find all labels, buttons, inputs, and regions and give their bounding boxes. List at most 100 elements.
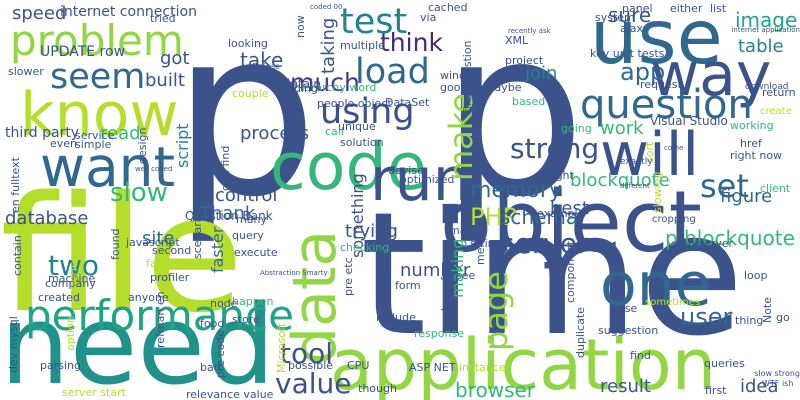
cloud-word: cached: [428, 1, 468, 14]
cloud-word: web server: [672, 237, 734, 250]
cloud-word: see: [456, 269, 476, 282]
cloud-word: CPU: [347, 359, 370, 372]
cloud-word: Abstraction Smarty: [260, 269, 328, 277]
cloud-word: tool: [280, 337, 334, 370]
cloud-word: parsing: [40, 359, 81, 372]
cloud-word: speed: [12, 3, 67, 24]
cloud-word: p: [172, 0, 318, 248]
cloud-word: queries: [704, 357, 745, 370]
cloud-word: performance: [25, 291, 294, 340]
cloud-word: different: [620, 182, 650, 190]
cloud-word: UPDATE row: [40, 44, 126, 60]
cloud-word: find: [630, 349, 651, 362]
cloud-word: href: [740, 137, 762, 150]
cloud-word: number: [400, 260, 471, 281]
cloud-word: question: [580, 82, 753, 128]
cloud-word: test: [340, 2, 408, 42]
cloud-word: page: [477, 271, 515, 351]
cloud-word: contain: [11, 235, 24, 276]
cloud-word: duplicate: [574, 307, 587, 358]
cloud-word: slowing: [651, 171, 664, 213]
cloud-word: download: [745, 82, 789, 92]
cloud-word: coded 00: [310, 3, 343, 11]
cloud-word: going: [561, 122, 592, 135]
cloud-word: query: [232, 229, 264, 242]
cloud-word: faster: [208, 226, 227, 273]
cloud-word: come: [664, 144, 684, 152]
cloud-word: even: [50, 137, 78, 150]
cloud-word: anyone: [128, 291, 169, 304]
cloud-word: now: [294, 15, 307, 38]
cloud-word: store: [232, 313, 260, 326]
cloud-word: hierarchy word: [294, 81, 377, 94]
cloud-word: site: [142, 228, 175, 249]
cloud-word: machine: [48, 272, 96, 285]
cloud-word: database: [5, 208, 89, 229]
cloud-word: time: [360, 176, 745, 374]
cloud-word: optimized: [400, 173, 455, 186]
cloud-word: schema: [500, 205, 579, 229]
cloud-word: third party: [5, 125, 80, 141]
cloud-word: either: [670, 2, 703, 15]
cloud-word: via: [420, 11, 437, 24]
cloud-word: application: [330, 324, 717, 400]
cloud-word: best: [550, 198, 589, 219]
cloud-word: panel: [622, 2, 653, 15]
cloud-word: request: [640, 78, 682, 91]
cloud-word: exactly: [620, 157, 653, 167]
cloud-word: list: [710, 2, 727, 15]
cloud-word: object: [440, 173, 702, 272]
cloud-word: value: [275, 367, 352, 400]
cloud-word: way: [650, 40, 772, 110]
cloud-word: profiler: [150, 271, 190, 284]
cloud-word: en fulltext: [9, 157, 22, 213]
cloud-word: maintain: [268, 77, 321, 91]
cloud-word: want: [40, 135, 176, 199]
cloud-word: gnu find: [219, 145, 232, 191]
cloud-word: Thank: [200, 203, 256, 224]
cloud-word: right now: [730, 149, 783, 162]
cloud-word: slow strong: [754, 369, 800, 378]
cloud-word: service: [75, 129, 115, 142]
cloud-word: dev mysql: [7, 316, 20, 373]
cloud-word: option: [64, 316, 77, 351]
cloud-word: internet application: [731, 26, 800, 34]
cloud-word: much: [290, 68, 360, 97]
cloud-word: PHP: [470, 203, 517, 231]
cloud-word: taking: [318, 17, 339, 74]
cloud-word: based: [512, 95, 546, 108]
cloud-word: image: [735, 8, 798, 32]
cloud-word: go: [776, 311, 790, 324]
cloud-word: call: [325, 125, 344, 138]
cloud-word: checking: [340, 241, 390, 254]
cloud-word: Maybe: [485, 81, 522, 94]
cloud-word: seem: [50, 57, 146, 97]
cloud-word: read: [100, 123, 141, 144]
cloud-word: tried: [150, 12, 176, 25]
cloud-word: set: [700, 167, 749, 205]
cloud-word: run: [370, 145, 471, 215]
cloud-word: thing: [735, 314, 764, 327]
cloud-word: node: [210, 297, 238, 310]
cloud-word: two: [48, 249, 100, 282]
cloud-word: p: [440, 0, 586, 248]
cloud-word: pre code: [214, 329, 227, 378]
cloud-word: browser: [455, 378, 536, 400]
cloud-word: multiple: [340, 39, 385, 52]
cloud-word: slow: [110, 178, 168, 208]
cloud-word: server: [500, 227, 589, 260]
cloud-word: food: [200, 317, 225, 330]
cloud-word: people object: [317, 97, 392, 110]
cloud-word: app: [620, 58, 666, 86]
cloud-word: Question Bank: [185, 209, 273, 223]
cloud-word: know: [20, 80, 179, 150]
cloud-word: XML: [505, 34, 529, 47]
cloud-word: include: [376, 311, 416, 324]
cloud-word: work: [600, 118, 644, 139]
cloud-word: string: [470, 237, 502, 250]
cloud-word: client: [760, 182, 791, 195]
cloud-word: built: [145, 70, 185, 91]
cloud-word: happen: [232, 295, 274, 308]
cloud-word: think: [380, 28, 443, 57]
